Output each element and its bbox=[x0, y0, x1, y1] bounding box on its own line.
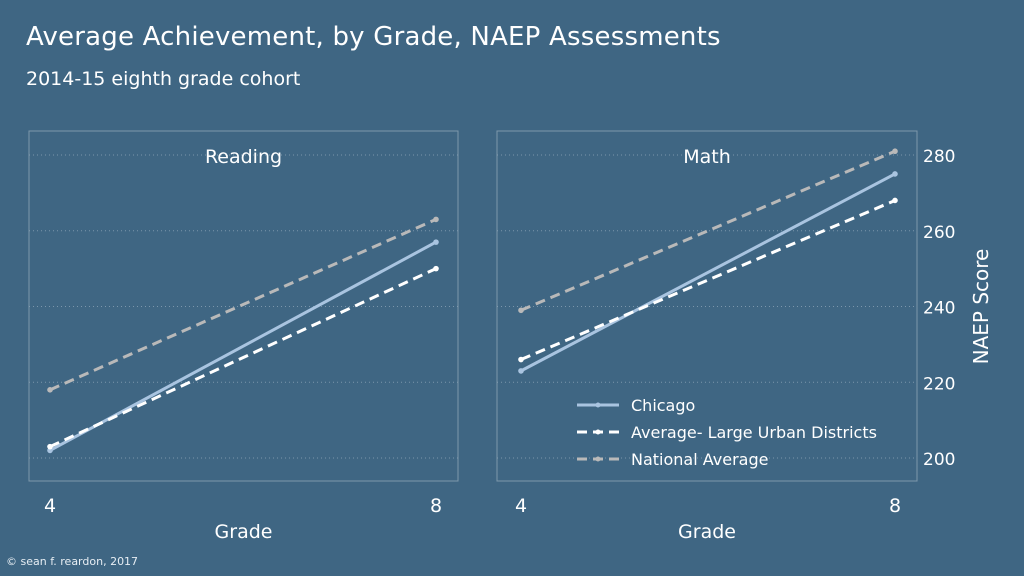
reading-series-chicago-point-8 bbox=[433, 239, 439, 245]
math-x-tick-4: 4 bbox=[515, 495, 527, 517]
math-series-national-point-4 bbox=[518, 307, 524, 314]
math-series-chicago-point-8 bbox=[892, 171, 898, 177]
legend-label-national: National Average bbox=[631, 450, 768, 469]
math-panel-label: Math bbox=[683, 146, 731, 168]
reading-series-large-urban-point-8 bbox=[433, 265, 439, 272]
math-y-tick-200: 200 bbox=[923, 450, 955, 470]
chart-subtitle: 2014-15 eighth grade cohort bbox=[26, 68, 301, 90]
math-x-axis-label: Grade bbox=[678, 521, 736, 543]
credit-text: © sean f. reardon, 2017 bbox=[6, 555, 139, 568]
math-series-large-urban-line bbox=[520, 199, 896, 361]
math-series-national-point-8 bbox=[892, 148, 898, 155]
chart-title: Average Achievement, by Grade, NAEP Asse… bbox=[26, 22, 721, 52]
reading-series-national-point-4 bbox=[47, 387, 53, 393]
math-y-tick-220: 220 bbox=[923, 374, 955, 394]
y-axis-label: NAEP Score bbox=[969, 249, 993, 365]
legend-marker-large-urban bbox=[595, 429, 601, 435]
reading-series-large-urban-line bbox=[49, 267, 437, 448]
math-series-national-line bbox=[520, 149, 896, 312]
reading-x-axis-label: Grade bbox=[215, 521, 273, 543]
math-x-tick-8: 8 bbox=[889, 495, 901, 517]
reading-series-national-point-8 bbox=[433, 216, 439, 223]
math-y-tick-260: 260 bbox=[923, 223, 955, 243]
math-y-tick-240: 240 bbox=[923, 299, 955, 319]
math-series-large-urban-point-8 bbox=[892, 197, 898, 204]
math-series-chicago-point-4 bbox=[518, 368, 524, 374]
math-series-large-urban-point-4 bbox=[518, 356, 524, 363]
reading-x-tick-4: 4 bbox=[44, 495, 56, 517]
reading-series-national-line bbox=[49, 218, 437, 392]
legend-marker-national bbox=[595, 456, 601, 462]
reading-panel-label: Reading bbox=[205, 146, 282, 168]
reading-x-tick-8: 8 bbox=[430, 495, 442, 517]
math-y-tick-280: 280 bbox=[923, 147, 955, 167]
math-series-chicago-line bbox=[520, 172, 896, 373]
reading-series-large-urban-point-4 bbox=[47, 443, 53, 450]
legend-label-large-urban: Average- Large Urban Districts bbox=[631, 423, 877, 442]
legend-label-chicago: Chicago bbox=[631, 396, 695, 415]
legend-marker-chicago bbox=[595, 402, 601, 408]
